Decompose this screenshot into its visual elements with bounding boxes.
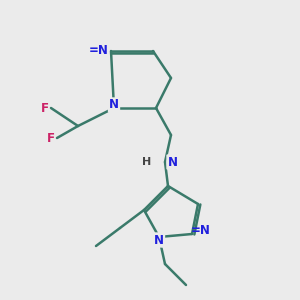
Text: F: F bbox=[47, 131, 55, 145]
Text: N: N bbox=[109, 98, 119, 112]
Text: =N: =N bbox=[89, 44, 109, 58]
Text: N: N bbox=[154, 233, 164, 247]
Text: N: N bbox=[167, 155, 178, 169]
Text: H: H bbox=[142, 157, 152, 167]
Text: =N: =N bbox=[191, 224, 211, 238]
Text: F: F bbox=[41, 101, 49, 115]
